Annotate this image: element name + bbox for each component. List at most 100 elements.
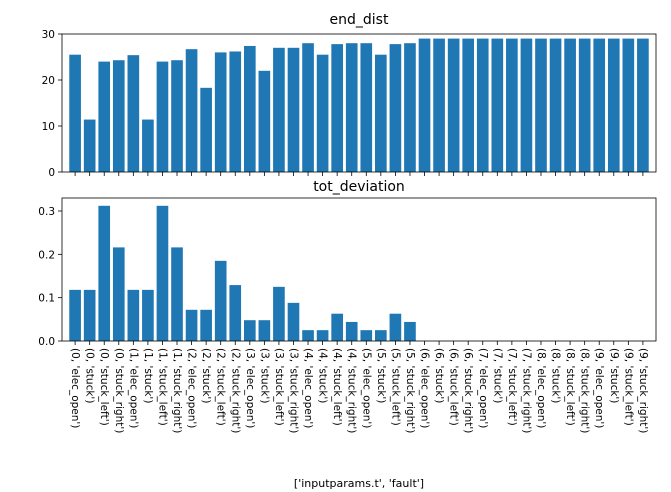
bar — [171, 60, 183, 172]
x-tick-label: (9, 'stuck_left') — [622, 348, 634, 426]
bar — [476, 38, 489, 172]
bar — [331, 44, 343, 173]
x-tick-label: (1, 'stuck') — [142, 348, 154, 403]
bar — [273, 286, 285, 341]
bar — [127, 55, 140, 172]
x-tick-label: (4, 'stuck_left') — [331, 348, 343, 426]
x-tick-label: (5, 'elec_open') — [360, 348, 372, 428]
x-tick-label: (3, 'stuck') — [258, 348, 270, 403]
x-tick-label: (7, 'stuck') — [491, 348, 503, 403]
x-tick-label: (6, 'stuck_right') — [462, 348, 474, 433]
x-axis-label: ['inputparams.t', 'fault'] — [294, 477, 424, 490]
bar — [112, 60, 125, 172]
bar — [112, 247, 125, 341]
x-tick-label: (2, 'stuck_right') — [229, 348, 241, 433]
bar — [287, 47, 300, 172]
bar — [345, 43, 358, 173]
bar — [418, 38, 431, 172]
y-tick-label: 30 — [42, 29, 55, 41]
bar — [200, 87, 212, 172]
y-tick-label: 0 — [48, 167, 55, 179]
bar — [214, 260, 227, 341]
x-tick-label: (0, 'stuck_right') — [113, 348, 125, 433]
x-tick-label: (8, 'elec_open') — [535, 348, 547, 428]
x-tick-label: (3, 'stuck_left') — [273, 348, 285, 426]
bar — [389, 313, 402, 341]
bar — [127, 289, 140, 341]
bar — [622, 38, 635, 172]
x-tick-label: (4, 'stuck') — [317, 348, 329, 403]
bar — [185, 309, 198, 341]
bar — [637, 38, 649, 172]
bar — [316, 330, 329, 341]
bar — [287, 302, 300, 341]
bar — [98, 61, 111, 172]
bar — [375, 330, 387, 341]
bar — [156, 205, 169, 341]
x-tick-label: (1, 'stuck_right') — [171, 348, 183, 433]
x-tick-label: (6, 'stuck_left') — [448, 348, 460, 426]
x-tick-label: (5, 'stuck_right') — [404, 348, 416, 433]
x-tick-label: (1, 'stuck_left') — [156, 348, 168, 426]
y-tick-label: 10 — [42, 121, 55, 133]
bar — [185, 49, 198, 172]
bar — [433, 38, 445, 172]
bar — [360, 330, 373, 341]
x-tick-label: (0, 'stuck_left') — [98, 348, 110, 426]
x-tick-label: (8, 'stuck_left') — [564, 348, 576, 426]
x-tick-label: (8, 'stuck') — [550, 348, 562, 403]
bar — [302, 330, 314, 341]
bar — [229, 51, 242, 173]
y-tick-label: 0.0 — [38, 336, 55, 348]
bar — [375, 54, 387, 173]
x-tick-label: (4, 'elec_open') — [302, 348, 314, 428]
x-tick-label: (7, 'stuck_right') — [520, 348, 532, 433]
bar — [462, 38, 475, 172]
bar — [549, 38, 562, 172]
axes-frame — [61, 33, 657, 173]
x-tick-label: (8, 'stuck_right') — [579, 348, 591, 433]
bar — [156, 61, 169, 172]
bar — [142, 119, 154, 172]
x-tick-label: (9, 'stuck_right') — [637, 348, 649, 433]
x-tick-label: (5, 'stuck') — [375, 348, 387, 403]
bar — [564, 38, 576, 172]
bar — [345, 321, 358, 341]
bar — [83, 119, 96, 172]
bar — [243, 45, 256, 172]
x-tick-label: (4, 'stuck_right') — [346, 348, 358, 433]
x-tick-label: (9, 'elec_open') — [593, 348, 605, 428]
bar — [331, 313, 343, 341]
y-tick-label: 0.3 — [38, 206, 55, 218]
y-tick-label: 0.2 — [38, 249, 55, 261]
y-tick-label: 0.1 — [38, 293, 55, 305]
x-tick-label: (0, 'stuck') — [84, 348, 96, 403]
bar — [229, 285, 242, 341]
bar — [302, 43, 314, 173]
x-tick-label: (5, 'stuck_left') — [389, 348, 401, 426]
chart-title: end_dist — [330, 12, 389, 28]
bar — [316, 54, 329, 173]
bar — [491, 38, 504, 172]
bar — [258, 70, 271, 172]
bar — [535, 38, 547, 172]
x-tick-label: (7, 'elec_open') — [477, 348, 489, 428]
chart-title: tot_deviation — [313, 179, 405, 195]
chart-end-dist: end_dist 0 10 20 30 — [42, 12, 657, 179]
bar — [142, 289, 154, 341]
x-tick-label: (6, 'elec_open') — [419, 348, 431, 428]
x-tick-label: (0, 'elec_open') — [69, 348, 81, 428]
x-tick-label: (7, 'stuck_left') — [506, 348, 518, 426]
bar — [98, 205, 111, 341]
bar — [69, 289, 81, 341]
x-tick-label: (9, 'stuck') — [608, 348, 620, 403]
x-tick-label: (3, 'stuck_right') — [287, 348, 299, 433]
bar — [171, 247, 183, 341]
axes-frame — [61, 197, 657, 342]
bar — [593, 38, 606, 172]
bar — [83, 289, 96, 341]
x-tick-label: (2, 'stuck_left') — [215, 348, 227, 426]
bar — [200, 309, 212, 341]
bar — [607, 38, 620, 172]
